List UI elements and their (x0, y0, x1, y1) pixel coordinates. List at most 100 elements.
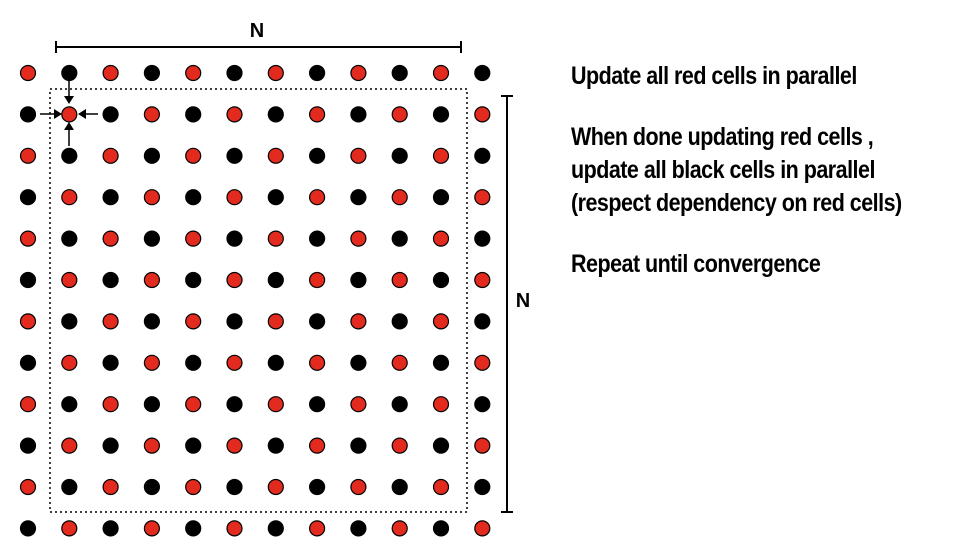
note-repeat-text: Repeat until convergence (571, 250, 821, 278)
note-update-black-line2: update all black cells in parallel (571, 156, 875, 184)
black-cell (185, 437, 202, 454)
black-cell (143, 396, 160, 413)
red-cell (432, 230, 450, 247)
black-cell (226, 64, 243, 82)
red-cell (474, 437, 491, 454)
arrow-from-left-icon (40, 109, 62, 119)
black-cell (102, 520, 119, 537)
black-cell (350, 520, 367, 537)
black-cell (185, 189, 202, 206)
black-cell (61, 64, 78, 82)
red-cell (185, 478, 202, 496)
black-cell (143, 147, 160, 164)
note-update-red-text: Update all red cells in parallel (571, 62, 857, 90)
red-cell (185, 147, 202, 164)
red-cell (19, 230, 37, 247)
black-cell (474, 230, 491, 247)
red-cell (432, 64, 450, 82)
black-cell (267, 437, 284, 454)
red-cell (19, 64, 37, 82)
red-cell (185, 396, 202, 413)
black-cell (432, 189, 450, 206)
black-cell (391, 230, 408, 247)
dependency-arrows (40, 80, 98, 146)
red-cell (102, 230, 119, 247)
red-cell (61, 271, 78, 289)
black-cell (185, 271, 202, 289)
red-cell (226, 106, 243, 123)
red-cell (474, 520, 491, 537)
black-cell (19, 520, 37, 537)
black-cell (226, 147, 243, 164)
black-cell (61, 230, 78, 247)
black-cell (19, 437, 37, 454)
black-cell (102, 271, 119, 289)
side-dimension-label: N (516, 290, 530, 312)
red-cell (350, 313, 367, 330)
red-cell (474, 106, 491, 123)
red-black-grid-diagram: N N (19, 20, 530, 537)
black-cell (226, 230, 243, 247)
black-cell (432, 520, 450, 537)
black-cell (391, 478, 408, 496)
red-cell (474, 354, 491, 371)
red-cell (309, 354, 326, 371)
red-cell (309, 271, 326, 289)
black-cell (432, 354, 450, 371)
black-cell (309, 478, 326, 496)
red-cell (61, 520, 78, 537)
black-cell (143, 313, 160, 330)
arrow-from-right-icon (78, 109, 98, 119)
black-cell (391, 64, 408, 82)
red-cell (61, 437, 78, 454)
red-cell (350, 64, 367, 82)
black-cell (267, 520, 284, 537)
black-cell (350, 271, 367, 289)
black-cell (143, 64, 160, 82)
red-cell (267, 64, 284, 82)
black-cell (350, 437, 367, 454)
algorithm-notes: Update all red cells in parallel When do… (571, 60, 911, 309)
red-cell (143, 520, 160, 537)
black-cell (309, 64, 326, 82)
red-cell (102, 478, 119, 496)
red-cell (19, 478, 37, 496)
black-cell (474, 396, 491, 413)
black-cell (143, 230, 160, 247)
red-cell (185, 313, 202, 330)
red-cell (267, 478, 284, 496)
black-cell (267, 354, 284, 371)
black-cell (267, 271, 284, 289)
red-cell (350, 147, 367, 164)
red-cell (143, 354, 160, 371)
black-cell (61, 313, 78, 330)
red-cell (267, 147, 284, 164)
black-cell (474, 478, 491, 496)
red-cell (309, 520, 326, 537)
black-cell (391, 147, 408, 164)
red-cell (185, 230, 202, 247)
black-cell (19, 106, 37, 123)
red-cell (432, 313, 450, 330)
black-cell (185, 520, 202, 537)
black-cell (185, 354, 202, 371)
red-cell (432, 396, 450, 413)
black-cell (309, 230, 326, 247)
black-cell (226, 313, 243, 330)
note-update-black-line1: When done updating red cells , (571, 123, 874, 151)
red-cell (474, 271, 491, 289)
black-cell (267, 189, 284, 206)
black-cell (391, 396, 408, 413)
black-cell (102, 354, 119, 371)
red-cell (309, 189, 326, 206)
red-cell (474, 189, 491, 206)
black-cell (102, 189, 119, 206)
red-cell (143, 106, 160, 123)
red-cell (226, 189, 243, 206)
black-cell (61, 396, 78, 413)
red-cell (226, 271, 243, 289)
red-cell (61, 189, 78, 206)
note-update-black: When done updating red cells , update al… (571, 121, 911, 220)
black-cell (61, 147, 78, 164)
black-cell (102, 106, 119, 123)
